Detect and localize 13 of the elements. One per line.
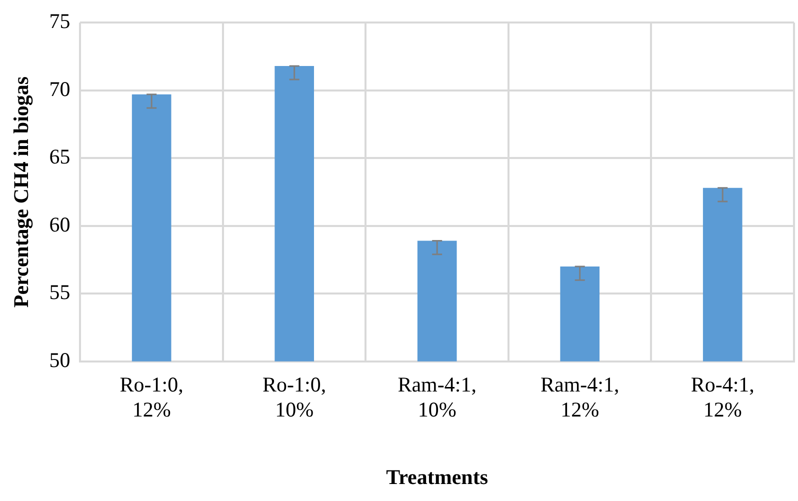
y-tick-label: 65: [49, 144, 70, 169]
y-tick-label: 60: [49, 212, 70, 236]
y-axis-title: Percentage CH4 in biogas: [9, 76, 34, 308]
y-tick-label: 75: [49, 9, 70, 34]
x-tick-label: Ram-4:1, 12%: [540, 372, 620, 422]
x-tick-label: Ro-4:1, 12%: [690, 372, 754, 422]
y-tick-label: 70: [49, 76, 70, 101]
x-axis-title: Treatments: [386, 464, 488, 489]
y-tick-label: 50: [49, 348, 70, 372]
x-tick-label: Ram-4:1, 10%: [398, 372, 476, 422]
x-tick-label: Ro-1:0, 12%: [120, 372, 184, 422]
y-tick-label: 55: [49, 280, 70, 304]
x-tick-label: Ro-1:0, 10%: [262, 372, 326, 422]
